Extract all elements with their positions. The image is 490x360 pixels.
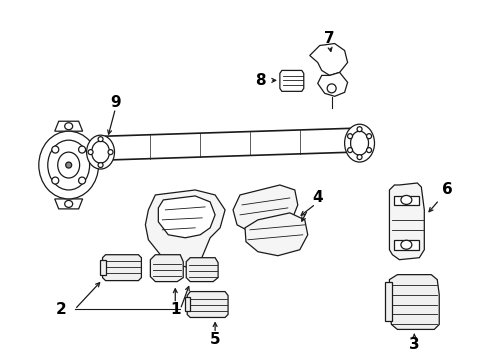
- Polygon shape: [55, 199, 83, 209]
- Ellipse shape: [66, 162, 72, 168]
- Ellipse shape: [65, 123, 73, 130]
- Ellipse shape: [92, 141, 110, 163]
- Ellipse shape: [401, 240, 412, 249]
- Ellipse shape: [357, 127, 362, 132]
- Ellipse shape: [347, 134, 353, 139]
- Polygon shape: [146, 190, 225, 268]
- Ellipse shape: [52, 177, 59, 184]
- Ellipse shape: [98, 163, 103, 167]
- Ellipse shape: [48, 140, 90, 190]
- Text: 1: 1: [170, 302, 180, 317]
- Ellipse shape: [357, 154, 362, 159]
- Text: 3: 3: [409, 337, 419, 352]
- Ellipse shape: [327, 84, 336, 93]
- Ellipse shape: [401, 195, 412, 204]
- Ellipse shape: [78, 146, 86, 153]
- Text: 6: 6: [442, 183, 453, 198]
- Text: 2: 2: [55, 302, 66, 317]
- Polygon shape: [55, 121, 83, 131]
- Ellipse shape: [87, 135, 115, 169]
- Polygon shape: [318, 72, 347, 96]
- Polygon shape: [187, 292, 228, 318]
- Polygon shape: [390, 183, 424, 260]
- Polygon shape: [245, 213, 308, 256]
- Polygon shape: [158, 196, 215, 238]
- Ellipse shape: [108, 150, 113, 154]
- Polygon shape: [394, 240, 419, 250]
- Text: 9: 9: [110, 95, 121, 110]
- Polygon shape: [310, 44, 347, 75]
- Ellipse shape: [367, 148, 371, 153]
- Polygon shape: [150, 255, 183, 282]
- Text: 5: 5: [210, 332, 220, 347]
- Text: 4: 4: [313, 190, 323, 206]
- Ellipse shape: [350, 131, 368, 155]
- Text: 7: 7: [324, 31, 335, 46]
- Ellipse shape: [39, 131, 98, 199]
- Polygon shape: [233, 185, 298, 232]
- Ellipse shape: [88, 150, 93, 154]
- Polygon shape: [280, 71, 304, 91]
- Polygon shape: [186, 258, 218, 282]
- Polygon shape: [99, 260, 105, 275]
- Polygon shape: [102, 255, 142, 280]
- Ellipse shape: [65, 201, 73, 207]
- Text: 8: 8: [255, 73, 265, 88]
- Ellipse shape: [367, 134, 371, 139]
- Ellipse shape: [347, 148, 353, 153]
- Ellipse shape: [344, 124, 374, 162]
- Polygon shape: [394, 196, 419, 205]
- Polygon shape: [390, 275, 439, 329]
- Ellipse shape: [58, 152, 80, 178]
- Polygon shape: [185, 297, 190, 311]
- Polygon shape: [386, 282, 392, 321]
- Ellipse shape: [78, 177, 86, 184]
- Ellipse shape: [52, 146, 59, 153]
- Ellipse shape: [98, 137, 103, 141]
